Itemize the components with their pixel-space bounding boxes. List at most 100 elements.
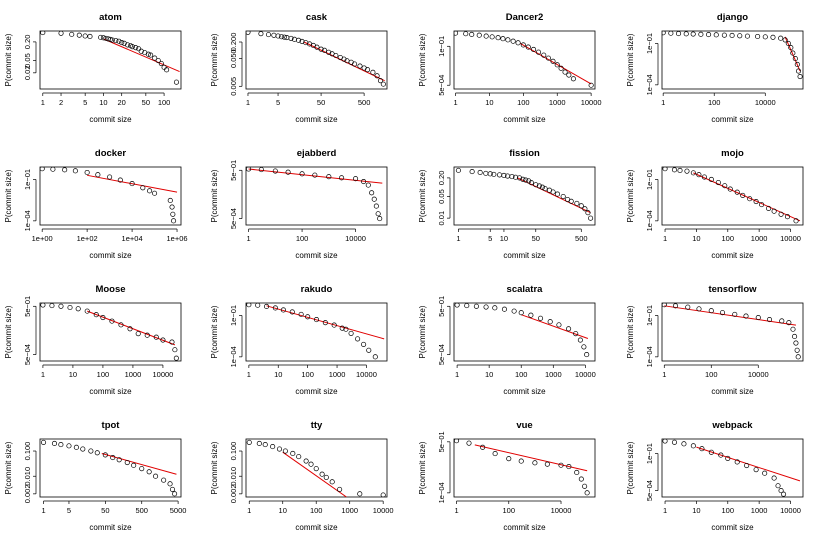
x-tick-label: 10000	[153, 370, 174, 379]
y-tick-label: 0.100	[23, 442, 32, 461]
data-point	[131, 462, 137, 468]
data-point	[469, 169, 475, 175]
data-point	[762, 470, 768, 476]
data-point	[164, 67, 170, 73]
data-point	[343, 326, 349, 332]
y-tick-label: 1e−01	[437, 36, 446, 57]
x-tick-label: 100	[517, 98, 530, 107]
data-point	[339, 325, 345, 331]
data-point	[380, 492, 386, 497]
x-tick-label: 10	[485, 98, 493, 107]
x-tick-label: 1000	[751, 506, 768, 515]
data-point	[477, 169, 483, 175]
chart-panel-mojo: mojo 1 10 100 1000 10000 1e−04 1e−01 commit size…	[626, 148, 804, 260]
data-point	[672, 303, 679, 309]
data-point	[568, 198, 574, 204]
x-axis-label: commit size	[295, 251, 338, 260]
data-point	[732, 311, 738, 317]
data-point	[554, 191, 561, 197]
data-point	[792, 333, 798, 340]
data-point	[778, 35, 784, 41]
data-point	[258, 31, 264, 37]
y-tick-label: 0.20	[23, 35, 32, 50]
data-point	[671, 439, 678, 445]
data-point	[668, 31, 674, 36]
data-point	[173, 355, 179, 361]
chart-title: django	[717, 12, 748, 23]
data-point	[734, 459, 740, 465]
data-point	[770, 34, 776, 40]
x-axis-label: commit size	[503, 387, 546, 396]
data-point	[476, 32, 482, 38]
data-point	[463, 31, 469, 37]
data-point	[775, 483, 781, 489]
y-tick-label: 0.200	[229, 33, 238, 52]
data-point	[256, 440, 262, 446]
plot-data	[246, 439, 386, 497]
x-tick-label: 1000	[341, 506, 358, 515]
data-point	[734, 189, 740, 195]
data-point	[127, 326, 133, 332]
data-point	[88, 448, 94, 454]
data-point	[509, 174, 515, 180]
chart-panel-rakudo: rakudo 1 10 100 1000 10000 1e−04 1e−01 commit si…	[210, 284, 388, 396]
x-tick-label: 10	[692, 234, 700, 243]
plot-frame	[661, 166, 804, 226]
x-tick-label: 10000	[356, 370, 377, 379]
y-axis-label: P(commit size)	[4, 169, 13, 222]
data-point	[280, 307, 286, 313]
data-point	[285, 169, 291, 175]
data-point	[566, 326, 572, 332]
chart-panel-tensorflow: tensorflow 1 100 10000 1e−04 1e−01 commit size…	[626, 284, 804, 396]
data-point	[530, 46, 537, 53]
data-point	[288, 35, 294, 41]
data-point	[708, 176, 714, 183]
chart-title: webpack	[711, 420, 753, 431]
x-tick-label: 1000	[545, 370, 562, 379]
x-tick-label: 1	[455, 370, 459, 379]
x-tick-label: 50	[142, 98, 150, 107]
data-point	[109, 37, 115, 43]
data-point	[690, 443, 696, 449]
data-point	[547, 319, 553, 325]
data-point	[729, 32, 735, 39]
x-axis-label: commit size	[503, 523, 546, 532]
data-point	[790, 50, 796, 56]
data-point	[169, 486, 176, 492]
y-axis-label: P(commit size)	[210, 33, 219, 86]
data-point	[50, 167, 56, 172]
x-tick-label: 10000	[780, 234, 801, 243]
data-point	[246, 31, 251, 35]
data-point	[124, 459, 130, 466]
data-point	[135, 331, 141, 337]
chart-title: fission	[509, 148, 540, 159]
data-point	[715, 179, 721, 186]
fit-line	[517, 177, 591, 214]
data-point	[455, 167, 461, 173]
data-point	[66, 443, 72, 449]
x-tick-label: 50	[317, 98, 325, 107]
data-point	[743, 313, 749, 319]
data-point	[588, 82, 594, 88]
x-tick-label: 1	[663, 506, 667, 515]
y-tick-label: 5e−04	[23, 344, 32, 365]
y-axis-label: P(commit size)	[418, 305, 427, 358]
chart-title: vue	[516, 420, 532, 431]
data-point	[110, 455, 116, 461]
data-point	[82, 33, 88, 39]
data-point	[172, 347, 178, 353]
data-point	[270, 444, 276, 450]
x-tick-label: 1e+00	[32, 234, 53, 243]
y-axis-label: P(commit size)	[626, 33, 635, 86]
data-point	[313, 466, 319, 472]
data-point	[454, 31, 459, 36]
plot-frame	[453, 438, 596, 498]
data-point	[489, 34, 495, 40]
data-point	[80, 446, 86, 452]
y-tick-label: 1e−01	[23, 169, 32, 190]
x-tick-label: 1000	[549, 98, 566, 107]
x-tick-label: 1000	[751, 234, 768, 243]
x-tick-label: 500	[135, 506, 148, 515]
chart-panel-moose: Moose 1 10 100 1000 10000 5e−04 5e−01 commit siz…	[4, 284, 182, 396]
plot-data	[662, 167, 801, 224]
